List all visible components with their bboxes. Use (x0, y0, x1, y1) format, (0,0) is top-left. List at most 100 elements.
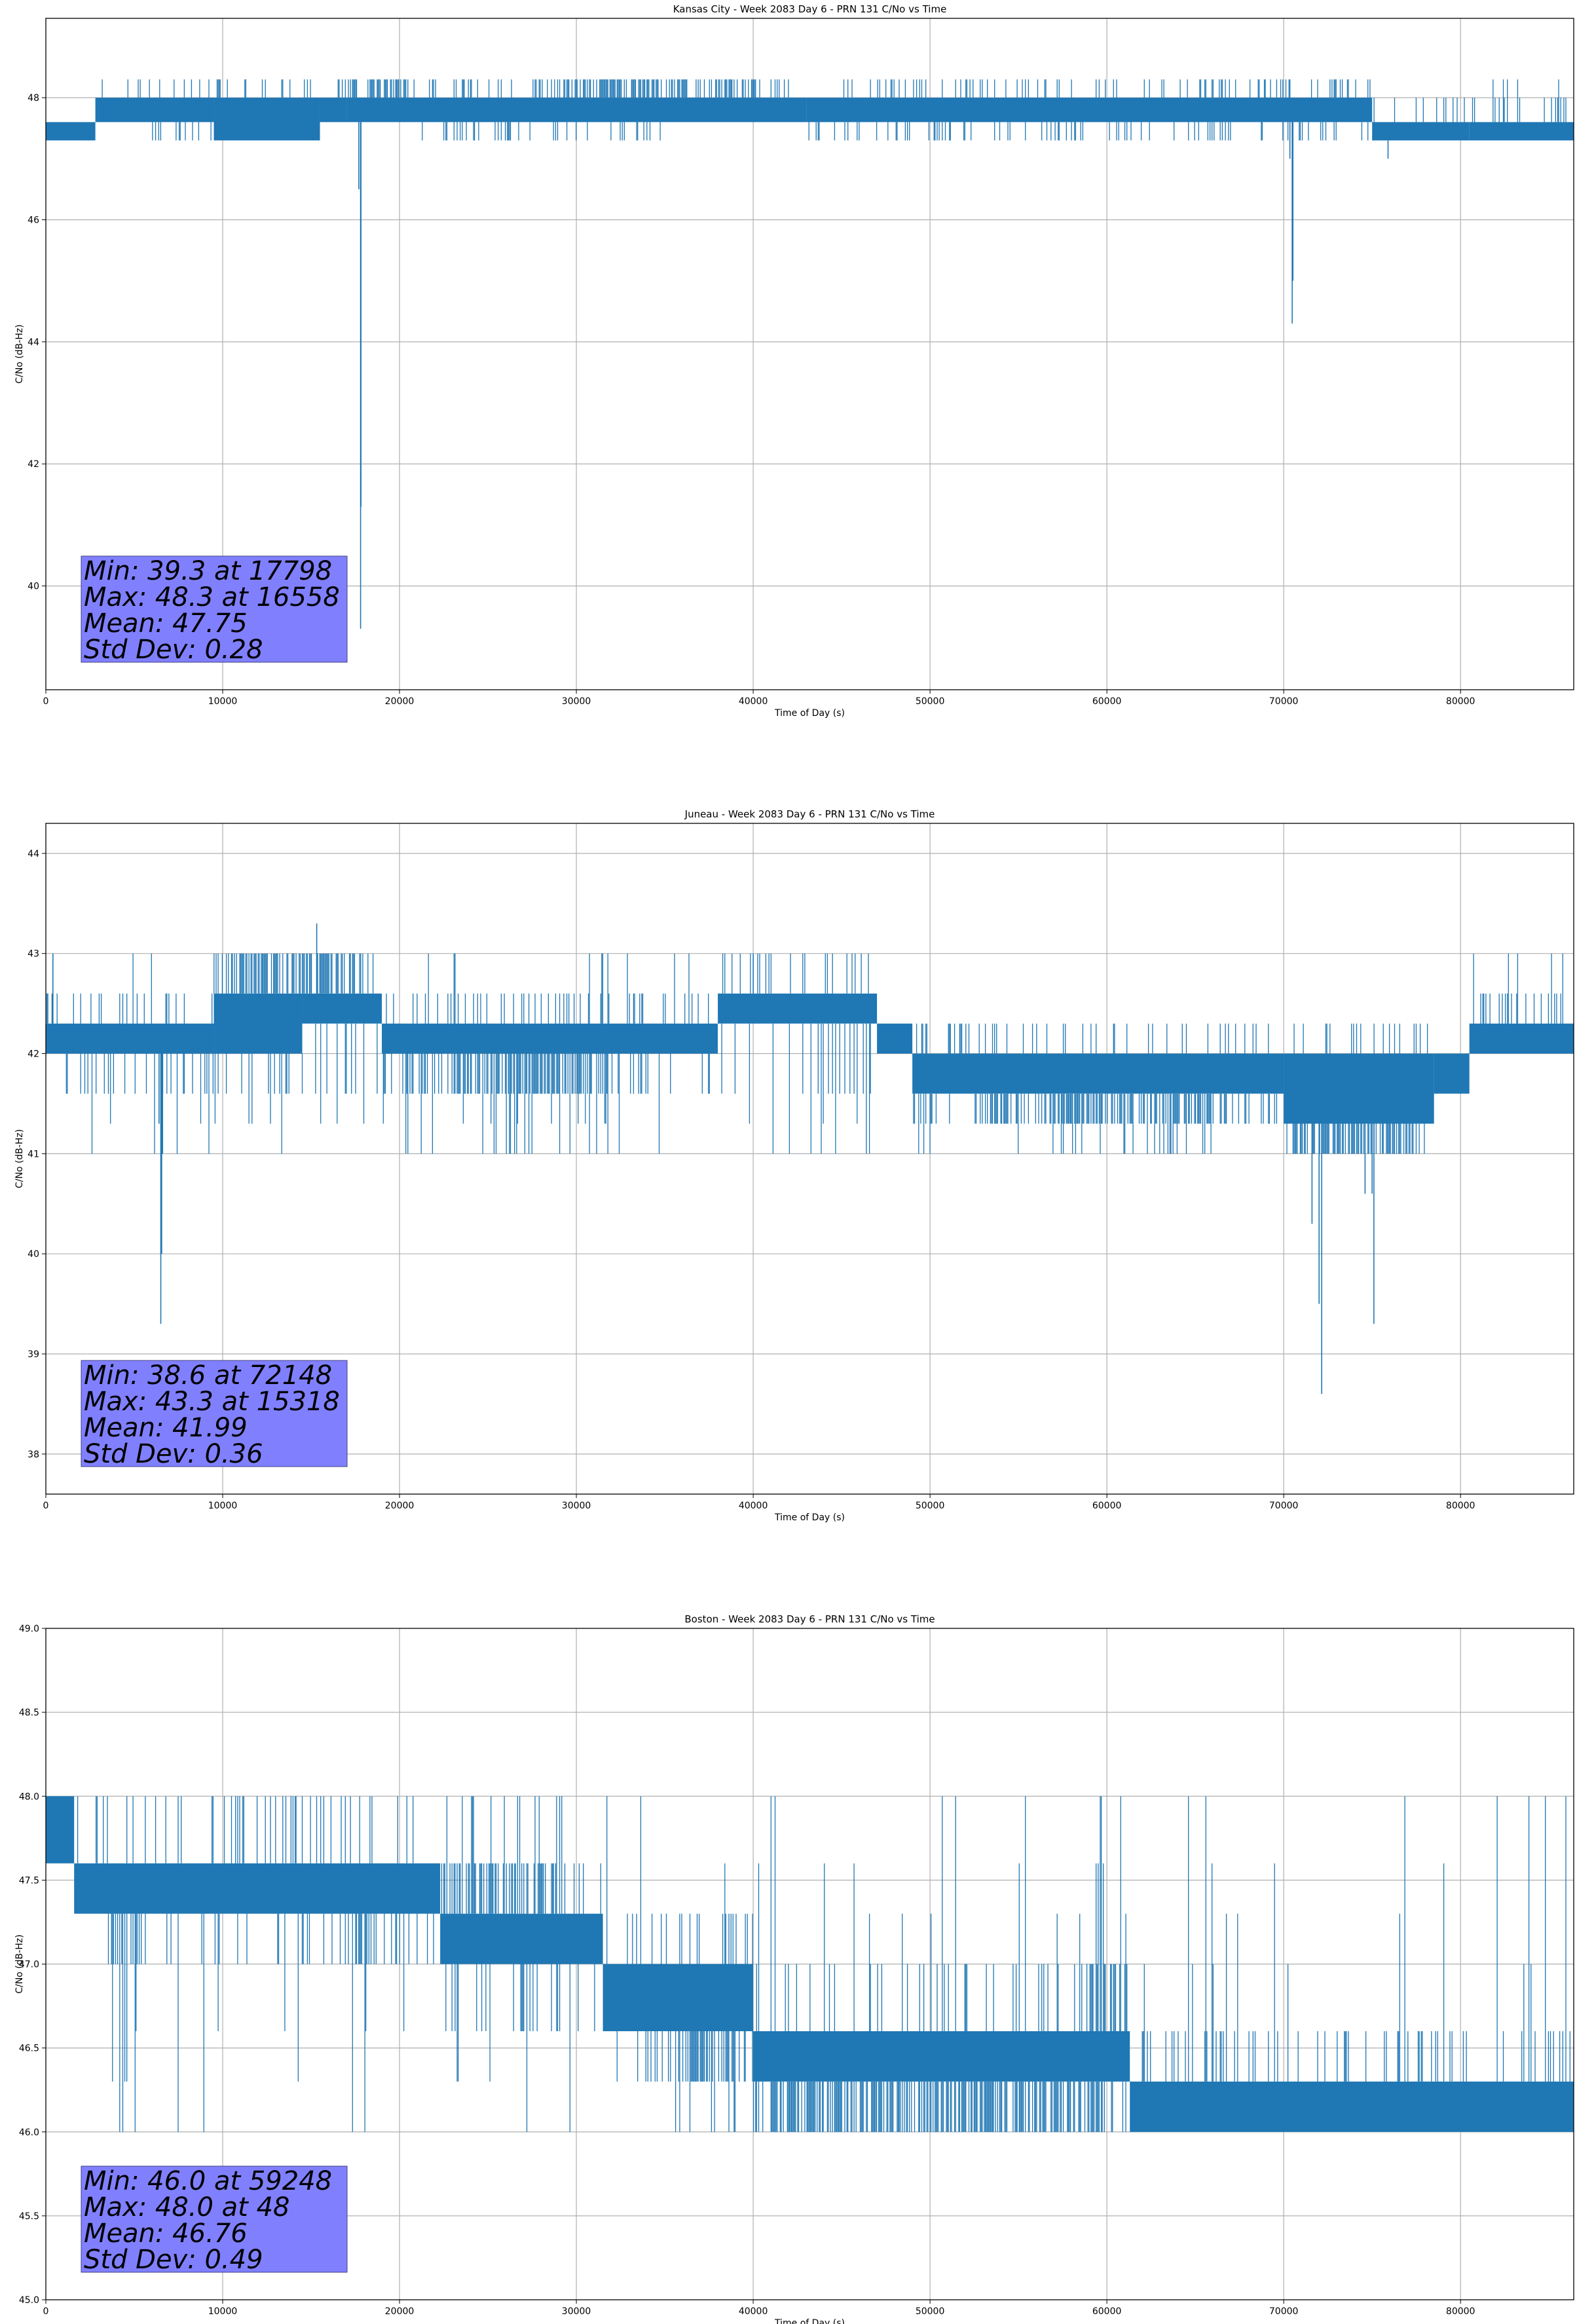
data-band-0 (46, 1796, 75, 1864)
data-band-7 (1284, 1053, 1434, 1124)
x-tick-label: 20000 (385, 1501, 415, 1511)
y-tick-label: 47.5 (19, 1875, 39, 1886)
stats-box (81, 555, 348, 663)
upper-spikes (102, 79, 1567, 122)
x-tick-label: 30000 (562, 1501, 591, 1511)
axes-frame (45, 18, 1574, 690)
x-tick-label: 50000 (916, 1501, 945, 1511)
data-band-0 (46, 1023, 214, 1054)
y-tick-label: 47.0 (19, 1960, 39, 1970)
x-tick-label: 40000 (739, 696, 768, 707)
lower-spikes (107, 1913, 1126, 2132)
x-tick-label: 30000 (562, 2306, 591, 2317)
stats-line: Min: 38.6 at 72148 (84, 1360, 332, 1391)
stats-line: Mean: 46.76 (84, 2219, 248, 2249)
x-tick-label: 70000 (1269, 2306, 1299, 2317)
x-tick-label: 0 (43, 2306, 49, 2317)
data-band-3 (603, 1964, 754, 2031)
y-tick-label: 43 (28, 949, 39, 960)
chart-panel-0: Kansas City - Week 2083 Day 6 - PRN 131 … (14, 3, 1574, 719)
series-line (46, 923, 1574, 1395)
y-tick-label: 40 (28, 1249, 39, 1260)
data-band-4 (753, 2031, 1130, 2082)
rise-spikes (916, 1023, 1428, 1054)
y-tick-label: 49.0 (19, 1624, 39, 1634)
lower-spikes (65, 1023, 1425, 1154)
y-axis-label: C/No (dB-Hz) (14, 1934, 25, 1993)
axes-frame (45, 823, 1574, 1495)
chart-title: Boston - Week 2083 Day 6 - PRN 131 C/No … (684, 1613, 935, 1625)
x-tick-label: 80000 (1446, 1501, 1475, 1511)
stats-line: Mean: 41.99 (84, 1413, 248, 1443)
x-tick-label: 40000 (739, 1501, 768, 1511)
data-band-6 (1372, 122, 1470, 141)
y-tick-label: 46 (28, 216, 39, 226)
y-tick-label: 46.5 (19, 2044, 39, 2054)
stats-line: Std Dev: 0.49 (84, 2245, 263, 2275)
data-band-5 (877, 1023, 913, 1054)
y-tick-label: 38 (28, 1450, 39, 1460)
data-band-7 (1469, 122, 1574, 141)
data-band-8 (1434, 1053, 1470, 1094)
x-tick-label: 20000 (385, 2306, 415, 2317)
y-tick-label: 42 (28, 459, 39, 470)
chart-panel-1: Juneau - Week 2083 Day 6 - PRN 131 C/No … (14, 808, 1574, 1523)
y-axis-label: C/No (dB-Hz) (14, 324, 25, 383)
series-line (46, 79, 1574, 629)
y-tick-label: 48.0 (19, 1791, 39, 1802)
x-tick-label: 60000 (1092, 1501, 1122, 1511)
series-line (46, 1796, 1574, 2132)
stats-line: Min: 46.0 at 59248 (84, 2166, 332, 2196)
chart-title: Juneau - Week 2083 Day 6 - PRN 131 C/No … (684, 808, 935, 820)
x-tick-label: 60000 (1092, 696, 1122, 707)
stats-line: Std Dev: 0.28 (84, 635, 263, 665)
x-tick-label: 80000 (1446, 2306, 1475, 2317)
stats-line: Max: 43.3 at 15318 (84, 1387, 340, 1417)
lower-spikes (152, 122, 1369, 141)
stats-line: Mean: 47.75 (84, 609, 248, 639)
y-tick-label: 45.0 (19, 2295, 39, 2306)
data-band-4 (346, 98, 807, 122)
upper-spikes (77, 1796, 1570, 2082)
stats-box (81, 1360, 348, 1467)
stats-box (81, 2165, 348, 2273)
data-band-2 (213, 98, 320, 141)
y-axis-label: C/No (dB-Hz) (14, 1129, 25, 1188)
x-tick-label: 50000 (916, 696, 945, 707)
x-tick-label: 0 (43, 696, 49, 707)
x-axis-label: Time of Day (s) (774, 2318, 845, 2324)
y-tick-label: 44 (28, 849, 39, 859)
data-band-4 (718, 993, 878, 1024)
stats-line: Max: 48.0 at 48 (84, 2192, 289, 2222)
chart-panel-2: Boston - Week 2083 Day 6 - PRN 131 C/No … (14, 1613, 1574, 2324)
x-tick-label: 70000 (1269, 696, 1299, 707)
x-tick-label: 40000 (739, 2306, 768, 2317)
y-tick-label: 42 (28, 1049, 39, 1060)
x-tick-label: 10000 (208, 1501, 238, 1511)
y-tick-label: 48 (28, 93, 39, 103)
data-band-0 (46, 122, 96, 141)
data-band-1 (74, 1863, 441, 1914)
y-tick-label: 48.5 (19, 1708, 39, 1718)
data-band-1 (95, 98, 214, 122)
x-tick-label: 0 (43, 1501, 49, 1511)
x-tick-label: 50000 (916, 2306, 945, 2317)
data-band-5 (806, 98, 1373, 122)
data-band-6 (912, 1053, 1284, 1094)
stats-line: Max: 48.3 at 16558 (84, 582, 340, 612)
x-axis-label: Time of Day (s) (774, 1512, 845, 1523)
y-tick-label: 39 (28, 1349, 39, 1360)
data-band-1 (213, 993, 303, 1054)
y-tick-label: 46.0 (19, 2127, 39, 2138)
y-tick-label: 40 (28, 582, 39, 592)
stats-line: Std Dev: 0.36 (84, 1439, 263, 1469)
chart-title: Kansas City - Week 2083 Day 6 - PRN 131 … (673, 3, 947, 15)
data-band-9 (1469, 1023, 1574, 1054)
y-tick-label: 45.5 (19, 2211, 39, 2222)
x-tick-label: 10000 (208, 696, 238, 707)
x-tick-label: 80000 (1446, 696, 1475, 707)
data-band-5 (1130, 2081, 1574, 2132)
x-tick-label: 60000 (1092, 2306, 1122, 2317)
